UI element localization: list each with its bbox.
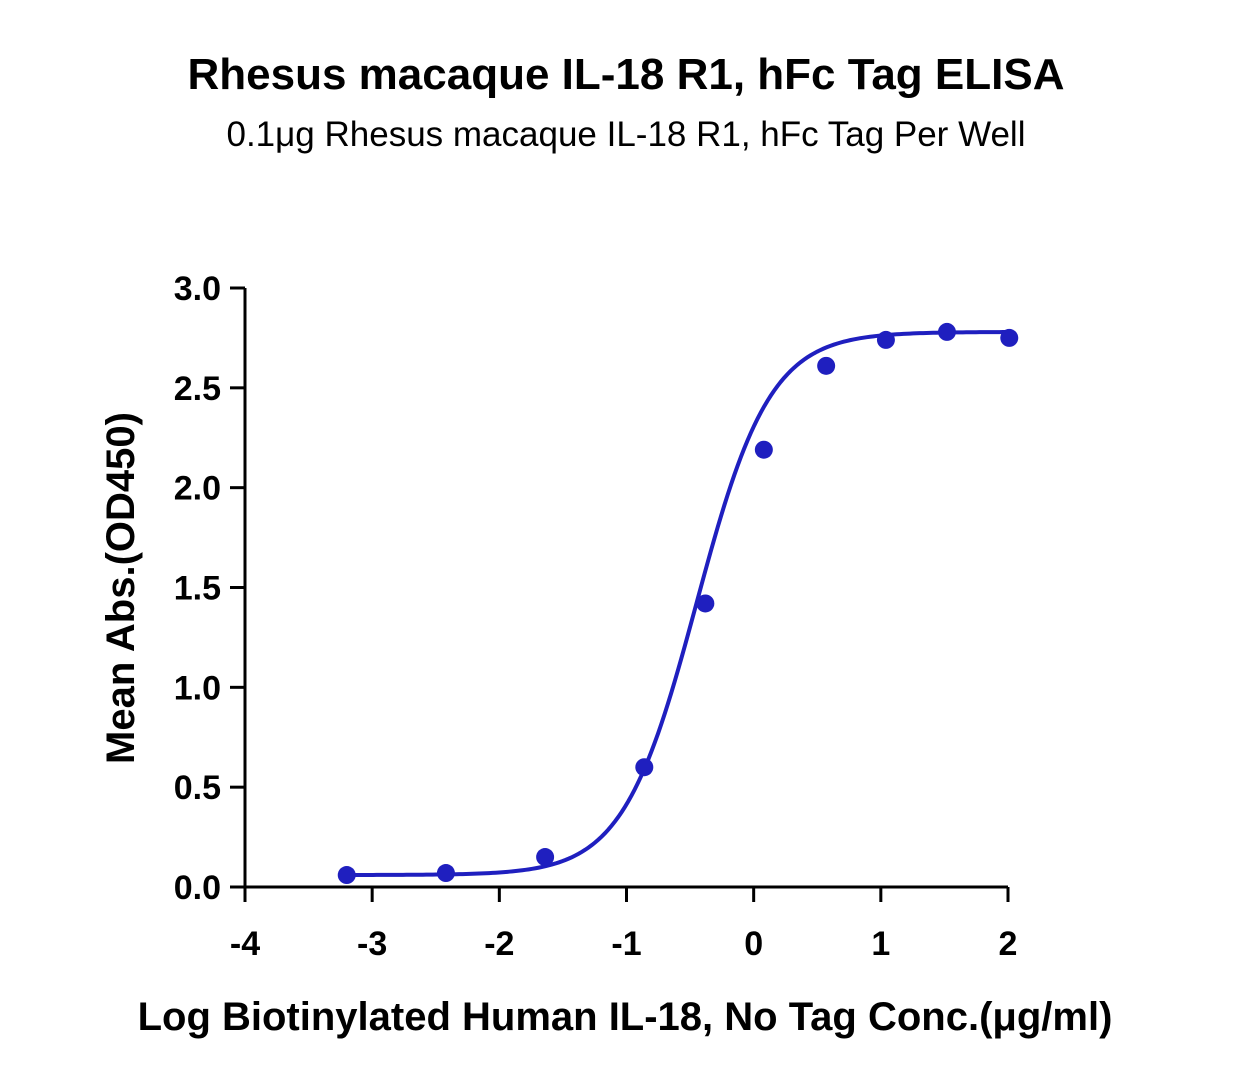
data-point [696,594,715,613]
data-point [536,848,555,867]
data-point [1000,328,1019,347]
data-point [937,322,956,341]
y-tick-label: 0.0 [174,869,221,907]
y-tick-label: 0.5 [174,769,221,807]
y-tick-label: 1.5 [174,570,221,608]
chart-subtitle: 0.1μg Rhesus macaque IL-18 R1, hFc Tag P… [226,115,1026,154]
x-tick-label: 0 [744,925,763,963]
fit-curve [346,330,1010,877]
data-point [754,440,773,459]
x-tick-label: 1 [871,925,890,963]
data-point [876,330,895,349]
data-point [337,866,356,885]
x-tick-label: -3 [357,925,387,963]
x-tick-label: 2 [999,925,1018,963]
data-point [635,758,654,777]
data-point [436,864,455,883]
y-tick-label: 3.0 [174,270,221,308]
x-axis-label: Log Biotinylated Human IL-18, No Tag Con… [138,995,1113,1039]
x-tick-label: -1 [611,925,641,963]
y-tick-label: 2.5 [174,370,221,408]
data-point [817,356,836,375]
chart-title: Rhesus macaque IL-18 R1, hFc Tag ELISA [187,50,1065,99]
x-tick-label: -4 [230,925,260,963]
x-tick-label: -2 [484,925,514,963]
data-points-layer [337,322,1019,885]
y-tick-label: 2.0 [174,470,221,508]
y-axis-label: Mean Abs.(OD450) [99,412,143,764]
axes: 0.0 0.5 1.0 1.5 2.0 2.5 3.0 -4 -3 -2 -1 0 1 2 [174,270,1018,963]
fit-curve-layer [346,330,1010,877]
y-tick-label: 1.0 [174,669,221,707]
